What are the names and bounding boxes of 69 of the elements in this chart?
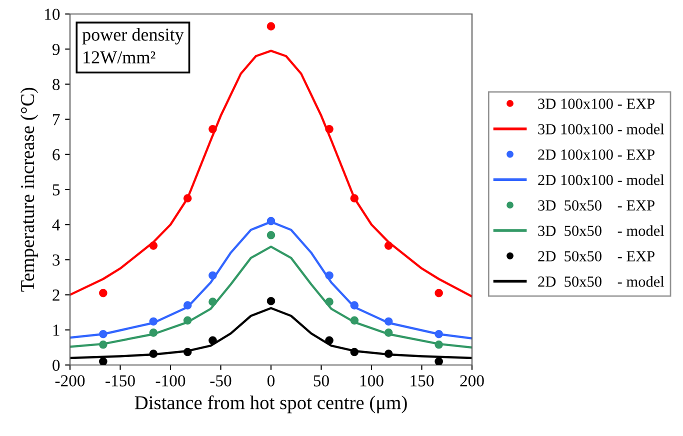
x-tick-label: 150 [410, 375, 434, 386]
line-series [70, 50, 472, 298]
legend-label: 3D 100x100 - model [538, 124, 664, 134]
point [350, 194, 359, 202]
legend-label: 2D 50x50 - model [538, 276, 664, 287]
y-tick-label: 1 [53, 324, 60, 336]
x-tick-label: 50 [314, 375, 329, 386]
legend-label: 2D 50x50 - EXP [538, 251, 654, 262]
legend-label: 3D 100x100 - EXP [538, 98, 654, 109]
x-tick-label: -200 [55, 375, 85, 386]
point [208, 298, 217, 306]
point [384, 328, 393, 337]
point [384, 350, 393, 358]
point [149, 350, 158, 358]
point [266, 230, 276, 240]
y-tick-label: 8 [52, 78, 60, 90]
y-tick-label: 2 [52, 290, 60, 301]
line-series [70, 246, 472, 349]
point [266, 296, 276, 306]
y-tick-label: 3 [52, 254, 60, 266]
point [266, 216, 276, 226]
point [99, 330, 108, 338]
point [99, 357, 108, 365]
x-tick-label: 100 [360, 375, 384, 386]
legend-label: 3D 50x50 - model [538, 225, 664, 236]
x-tick-label: -50 [210, 375, 232, 386]
annotation: power density 12W/mm² [82, 28, 184, 64]
point [434, 357, 443, 365]
point [149, 328, 158, 337]
point [434, 288, 443, 298]
y-tick-label: 7 [53, 114, 60, 126]
y-axis-title: Temperature increase (°C) [20, 88, 38, 292]
point [183, 194, 192, 202]
y-tick-label: 0 [52, 360, 60, 371]
point [434, 340, 443, 349]
y-tick-label: 9 [52, 44, 60, 56]
point [325, 271, 334, 280]
y-tick-label: 5 [52, 184, 60, 196]
legend-label: 2D 100x100 - model [538, 174, 664, 186]
x-tick-label: 200 [460, 375, 484, 386]
legend-label: 2D 100x100 - EXP [538, 149, 654, 160]
y-tick-label: 4 [52, 219, 60, 230]
point [99, 288, 108, 298]
point [325, 336, 334, 345]
x-tick-label: -100 [156, 375, 186, 386]
point [208, 336, 217, 345]
y-tick-label: 10 [45, 8, 60, 20]
point [434, 330, 443, 338]
x-tick-label: -150 [106, 375, 135, 386]
point [149, 317, 158, 326]
point [266, 22, 276, 30]
point [99, 340, 108, 349]
x-tick-label: 0 [267, 375, 275, 386]
point [384, 241, 393, 250]
point [350, 316, 359, 325]
y-tick-label: 6 [52, 149, 60, 160]
point [208, 124, 217, 134]
x-axis-title: Distance from hot spot centre (μm) [134, 395, 407, 414]
point [350, 348, 359, 356]
point [325, 124, 334, 134]
point [149, 241, 158, 250]
point [325, 298, 334, 306]
legend-label: 3D 50x50 - EXP [538, 200, 654, 211]
point [183, 316, 192, 325]
point [183, 301, 192, 310]
point [350, 301, 359, 310]
point [384, 317, 393, 326]
point [183, 348, 192, 356]
point [208, 271, 217, 280]
